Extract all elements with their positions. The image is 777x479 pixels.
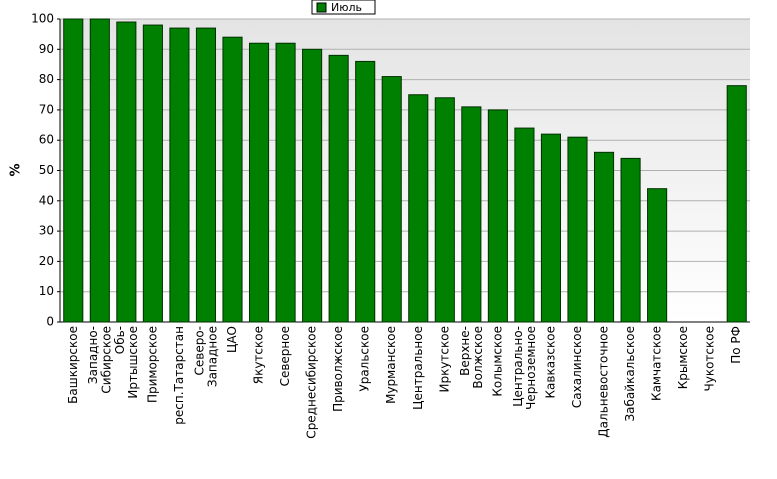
label-line: Черноземное: [524, 326, 538, 410]
bar: [620, 157, 641, 323]
bar: [169, 27, 190, 323]
x-tick-label: Мурманское: [384, 326, 398, 404]
label-line: Волжское: [470, 326, 484, 389]
y-tick-label: 50: [39, 163, 54, 177]
bar: [328, 54, 349, 323]
x-tick-label: Центральное: [411, 326, 425, 410]
bar: [408, 94, 429, 323]
legend: Июль: [311, 0, 376, 15]
x-tick-label: Забайкальское: [623, 326, 637, 422]
label-line: Обь-: [112, 326, 126, 354]
legend-label: Июль: [331, 1, 362, 14]
x-tick-label: Северо-Западное: [192, 326, 219, 387]
label-line: Верхне-: [457, 326, 471, 376]
bar: [275, 42, 296, 323]
label-line: Центрально-: [510, 326, 524, 407]
bar: [487, 109, 508, 323]
y-tick-label: 30: [39, 224, 54, 238]
x-tick-label: Центрально-Черноземное: [510, 326, 537, 410]
bar: [381, 76, 402, 323]
x-tick-label: По РФ: [729, 326, 743, 364]
y-tick-label: 70: [39, 102, 54, 116]
x-tick-label: Иркутское: [437, 326, 451, 393]
label-line: Северо-: [192, 326, 206, 376]
x-tick-label: Приволжское: [331, 326, 345, 412]
bar: [142, 24, 163, 323]
y-tick-label: 40: [39, 193, 54, 207]
bar: [540, 133, 562, 323]
x-tick-label: Крымское: [676, 326, 690, 389]
x-tick-label: Сахалинское: [570, 326, 584, 408]
x-tick-label: Башкирское: [66, 326, 80, 404]
bar: [726, 85, 747, 323]
bar: [89, 18, 110, 323]
bar: [514, 127, 535, 323]
y-tick-label: 60: [39, 133, 54, 147]
bar: [434, 97, 455, 323]
label-line: Сибирское: [99, 326, 113, 394]
y-tick-label: 90: [39, 42, 54, 56]
x-tick-label: респ.Татарстан: [172, 326, 186, 425]
x-tick-label: Обь-Иртышское: [112, 326, 139, 399]
x-tick-label: Западно-Сибирское: [86, 326, 113, 394]
bar: [461, 106, 482, 323]
y-axis-label: %: [9, 163, 24, 176]
bar: [63, 18, 84, 323]
x-tick-label: Уральское: [358, 326, 372, 392]
bar: [195, 27, 217, 323]
bar: [567, 136, 588, 323]
bar: [222, 36, 243, 323]
y-tick-label: 0: [46, 315, 54, 329]
x-tick-label: Верхне-Волжское: [457, 326, 484, 389]
legend-box: [311, 0, 376, 15]
x-tick-label: Приморское: [145, 326, 159, 403]
x-tick-label: Колымское: [490, 326, 504, 397]
y-tick-label: 10: [39, 284, 54, 298]
x-tick-label: ЦАО: [225, 326, 239, 353]
label-line: Западное: [205, 326, 219, 387]
label-line: Иртышское: [125, 326, 139, 399]
bar: [116, 21, 137, 323]
bar: [302, 48, 323, 323]
legend-swatch: [316, 2, 327, 13]
bar: [647, 188, 668, 323]
bar: [355, 60, 376, 323]
bar: [593, 151, 615, 323]
bar: [248, 42, 270, 323]
y-tick-label: 80: [39, 72, 54, 86]
x-tick-label: Якутское: [252, 326, 266, 384]
x-tick-label: Северное: [278, 326, 292, 386]
y-tick-label: 20: [39, 254, 54, 268]
x-tick-label: Камчатское: [650, 326, 664, 401]
x-tick-label: Кавказское: [543, 326, 557, 399]
x-tick-label: Среднесибирское: [305, 326, 319, 439]
label-line: Западно-: [86, 326, 100, 384]
x-tick-label: Чукотское: [703, 326, 717, 391]
y-tick-label: 100: [31, 12, 54, 26]
x-tick-label: Дальневосточное: [597, 326, 611, 438]
